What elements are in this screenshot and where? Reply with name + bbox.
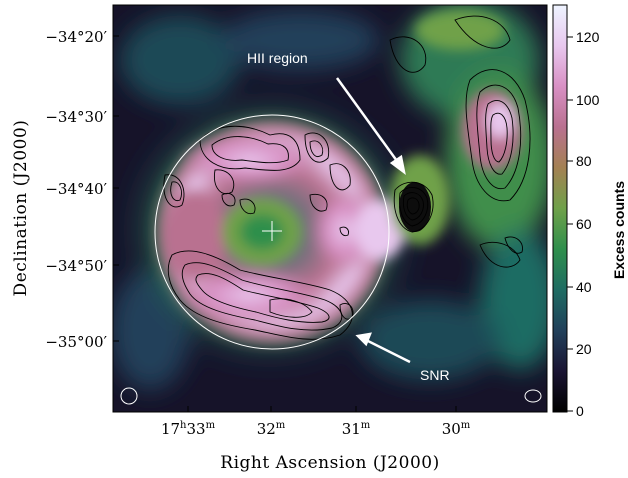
- colorbar-tick-label: 100: [576, 92, 600, 108]
- snr-arrow: [363, 337, 411, 364]
- colorbar-tick-label: 80: [576, 153, 592, 169]
- hii-region-label: HII region: [247, 50, 308, 66]
- colorbar-tick-label: 120: [576, 29, 600, 45]
- y-tick-label: −34°50′: [45, 257, 107, 275]
- x-tick-labels: 17h33m 32m 31m 30m: [161, 420, 471, 438]
- snr-label: SNR: [420, 367, 450, 383]
- y-tick-labels: −34°20′ −34°30′ −34°40′ −34°50′ −35°00′: [45, 28, 107, 351]
- colorbar-title: Excess counts: [611, 181, 627, 279]
- y-tick-label: −34°30′: [45, 108, 107, 126]
- x-axis-title: Right Ascension (J2000): [220, 453, 439, 473]
- x-tick-label: 32m: [257, 420, 286, 438]
- x-tick-label: 30m: [442, 420, 471, 438]
- y-tick-label: −35°00′: [45, 333, 107, 351]
- colorbar: 120 100 80 60 40 20 0 Excess counts: [552, 4, 627, 419]
- axis-ticks: [113, 35, 457, 412]
- colorbar-tick-label: 60: [576, 216, 592, 232]
- colorbar-gradient: [552, 4, 568, 413]
- y-tick-label: −34°40′: [45, 180, 107, 198]
- excess-count-map: HII region SNR: [113, 5, 547, 412]
- hii-region-arrow: [335, 77, 404, 169]
- y-axis-title: Declination (J2000): [11, 120, 31, 297]
- y-tick-label: −34°20′: [45, 28, 107, 46]
- x-tick-label: 31m: [342, 420, 371, 438]
- colorbar-tick-label: 0: [576, 403, 584, 419]
- radio-beam-marker: [524, 389, 542, 403]
- psf-circle-marker: [120, 387, 138, 405]
- colorbar-tick-label: 20: [576, 341, 592, 357]
- colorbar-tick-label: 40: [576, 279, 592, 295]
- x-tick-label: 17h33m: [161, 420, 216, 438]
